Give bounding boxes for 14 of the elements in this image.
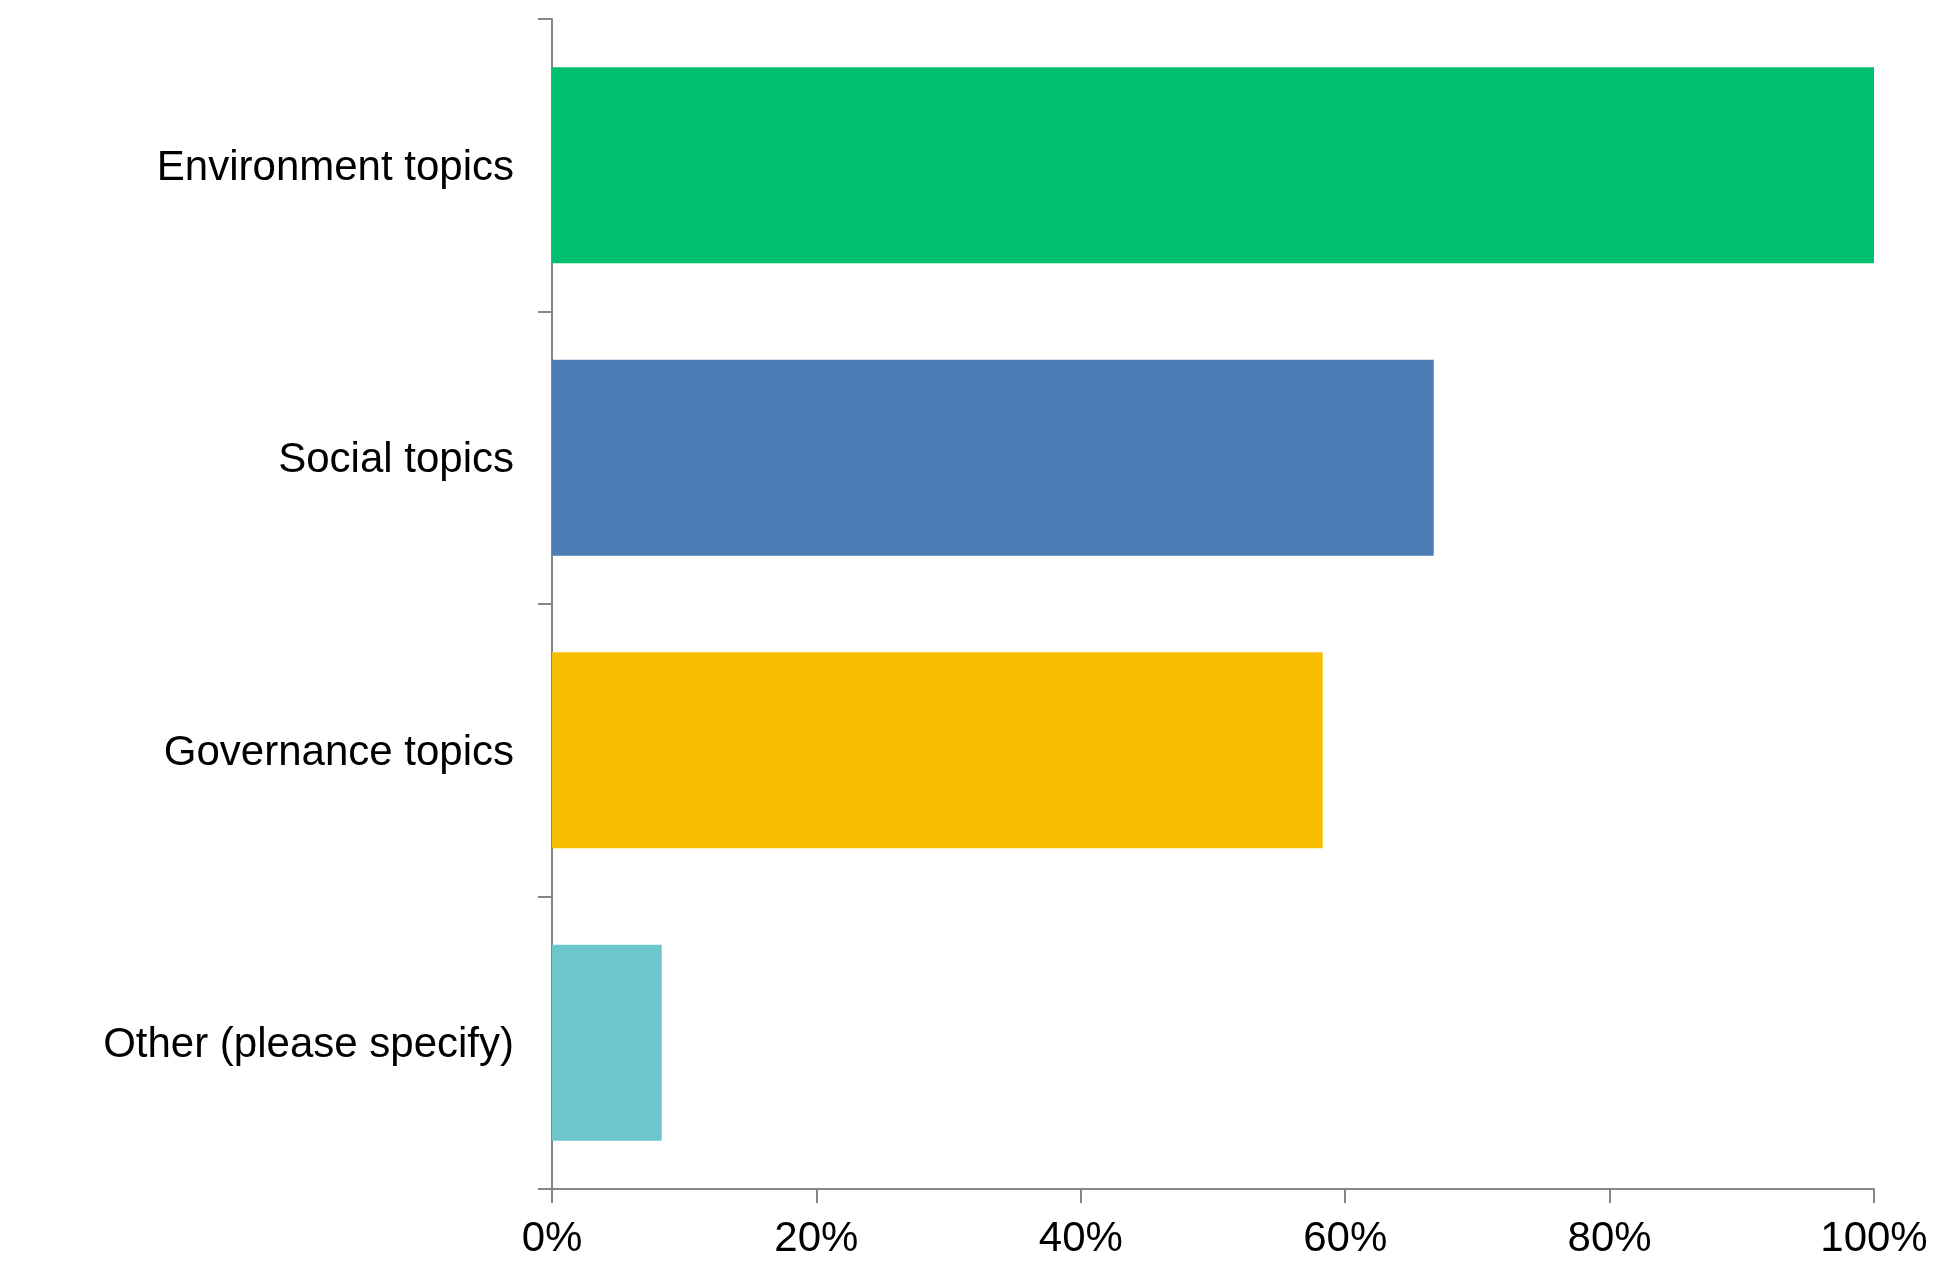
x-tick-label: 20%	[774, 1212, 859, 1260]
x-tick-label: 0%	[521, 1212, 583, 1260]
y-tick-label: Environment topics	[156, 141, 514, 189]
x-tick-label: 40%	[1038, 1212, 1123, 1260]
bar	[552, 67, 1874, 264]
bar	[552, 359, 1434, 556]
y-tick-label: Other (please specify)	[103, 1019, 514, 1067]
x-tick-label: 100%	[1820, 1212, 1928, 1260]
y-tick-label: Social topics	[278, 434, 514, 482]
y-tick-label: Governance topics	[163, 726, 514, 774]
bar	[552, 652, 1323, 849]
bar	[552, 944, 662, 1141]
x-tick-label: 80%	[1567, 1212, 1652, 1260]
x-tick-label: 60%	[1303, 1212, 1388, 1260]
